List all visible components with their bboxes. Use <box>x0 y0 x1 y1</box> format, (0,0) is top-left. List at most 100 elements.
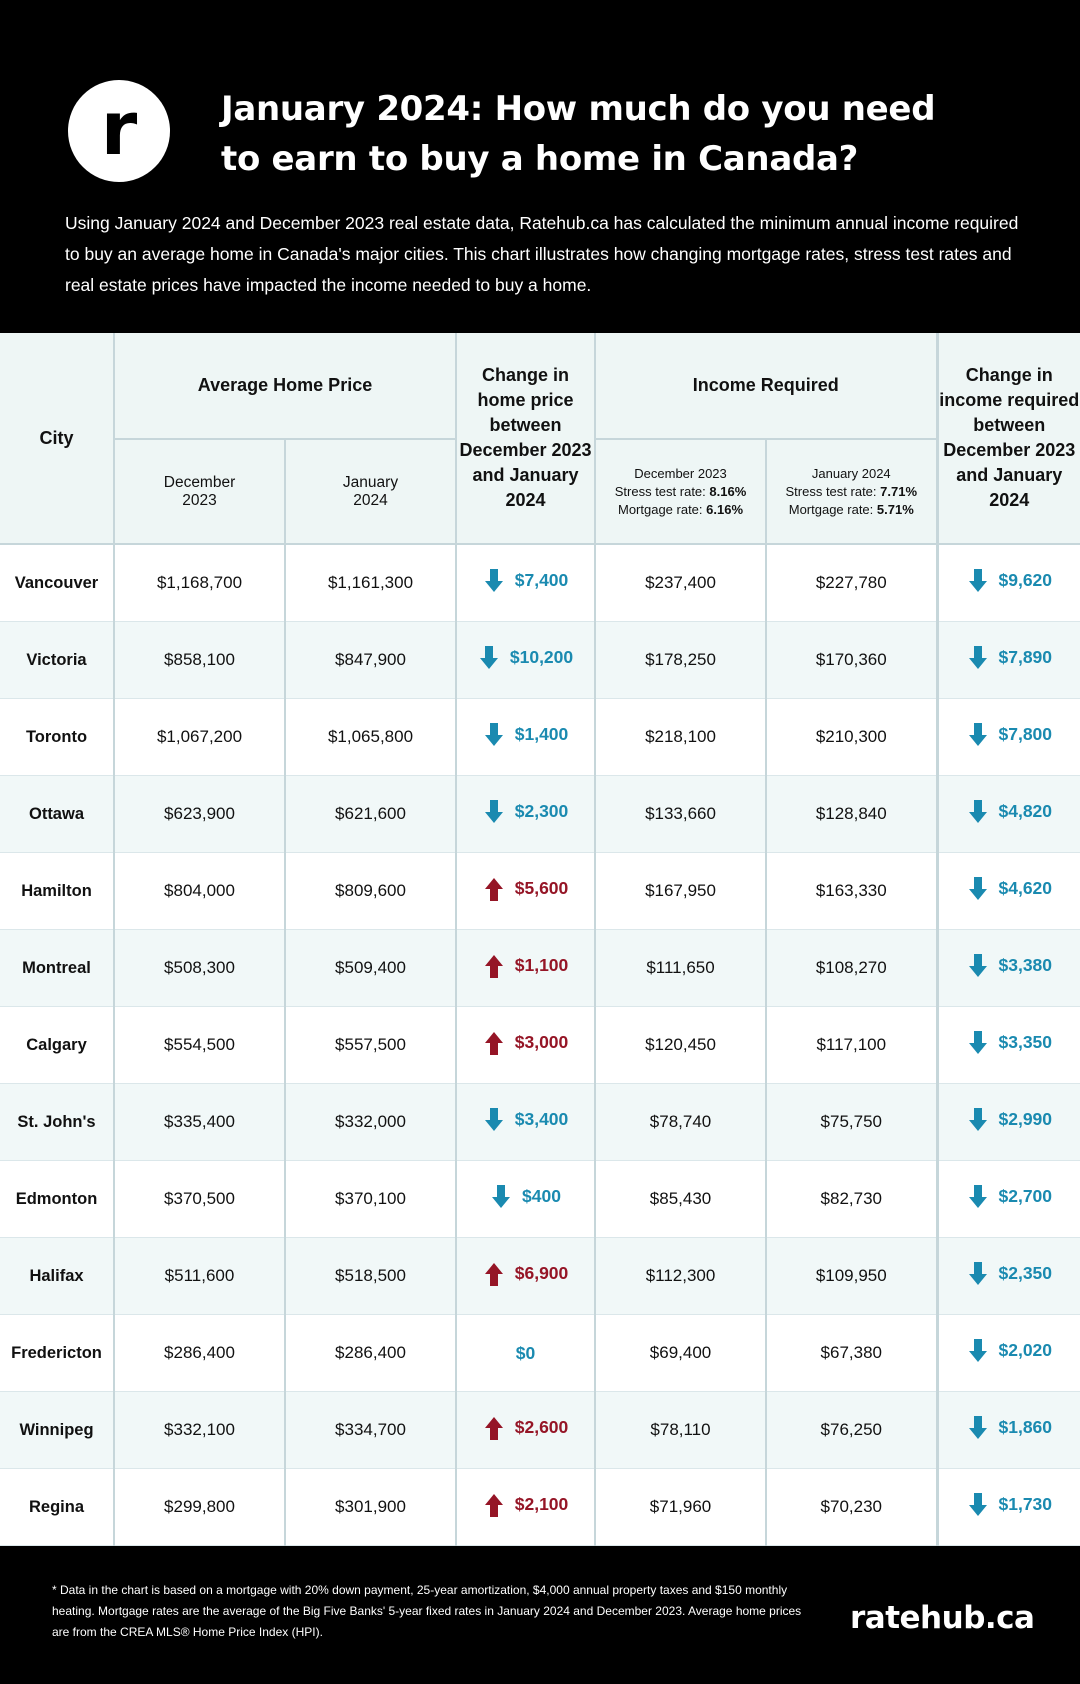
price-change-value: $0 <box>515 1342 536 1363</box>
stress-rate-label: Stress test rate: <box>785 483 877 499</box>
price-january-2024: $1,161,300 <box>283 544 458 622</box>
intro-text: Using January 2024 and December 2023 rea… <box>65 213 1019 295</box>
header-average-home-price: Average Home Price <box>112 333 458 440</box>
down-arrow-icon <box>484 568 503 592</box>
header: r January 2024: How much do you need to … <box>0 0 1080 333</box>
down-arrow-icon <box>492 1184 511 1208</box>
price-january-2024: $301,900 <box>283 1468 458 1546</box>
price-january-2024: $809,600 <box>283 852 458 930</box>
income-change: $4,820 <box>967 798 1053 826</box>
income-change-value: $7,890 <box>998 647 1053 667</box>
city-name: St. John's <box>0 1083 115 1161</box>
price-december-2023: $335,400 <box>113 1083 286 1161</box>
city-name: Fredericton <box>0 1314 115 1392</box>
table-row: Montreal $508,300 $509,400 $1,100 $111,650 $1… <box>0 929 1080 1007</box>
price-change-cell: $7,400 <box>455 544 597 622</box>
income-change-value: $3,350 <box>998 1032 1053 1052</box>
city-name: Regina <box>0 1468 115 1546</box>
table-row: Ottawa $623,900 $621,600 $2,300 $133,660 $128… <box>0 775 1080 853</box>
income-change-cell: $2,020 <box>935 1314 1080 1392</box>
price-change: $10,200 <box>478 644 573 672</box>
price-january-2024: $286,400 <box>283 1314 458 1392</box>
income-change-cell: $7,890 <box>935 621 1080 699</box>
city-name: Hamilton <box>0 852 115 930</box>
price-change-value: $3,400 <box>514 1109 569 1129</box>
income-january-2024: $75,750 <box>765 1083 939 1161</box>
income-change: $7,890 <box>967 644 1053 672</box>
table-row: Edmonton $370,500 $370,100 $400 $85,430 $82,7… <box>0 1160 1080 1238</box>
income-change-cell: $7,800 <box>935 698 1080 776</box>
price-december-2023: $858,100 <box>113 621 286 699</box>
table-row: Halifax $511,600 $518,500 $6,900 $112,300 $10… <box>0 1237 1080 1315</box>
price-december-2023: $370,500 <box>113 1160 286 1238</box>
income-change-cell: $1,730 <box>935 1468 1080 1546</box>
header-price-change: Change in home price between December 20… <box>455 333 597 545</box>
price-december-2023: $511,600 <box>113 1237 286 1315</box>
price-december-2023: $623,900 <box>113 775 286 853</box>
income-january-2024: $163,330 <box>765 852 939 930</box>
income-december-2023: $78,110 <box>594 1391 768 1469</box>
price-change-value: $2,600 <box>514 1417 569 1437</box>
income-january-2024: $170,360 <box>765 621 939 699</box>
table-body: Vancouver $1,168,700 $1,161,300 $7,400 $237,… <box>0 544 1080 1546</box>
income-january-2024: $76,250 <box>765 1391 939 1469</box>
price-december-2023: $508,300 <box>113 929 286 1007</box>
price-change: $3,400 <box>483 1106 569 1134</box>
ratehub-logo-icon: r <box>68 80 170 182</box>
down-arrow-icon <box>968 1261 987 1285</box>
city-name: Toronto <box>0 698 115 776</box>
income-change-value: $2,020 <box>998 1340 1053 1360</box>
up-arrow-icon <box>484 1031 503 1055</box>
price-change: $2,600 <box>483 1414 569 1442</box>
mortgage-rate-label: Mortgage rate: <box>788 501 874 517</box>
stress-rate-label: Stress test rate: <box>614 483 706 499</box>
price-january-2024: $1,065,800 <box>283 698 458 776</box>
income-change-value: $1,860 <box>998 1417 1053 1437</box>
price-change: $1,100 <box>483 952 568 980</box>
city-name: Montreal <box>0 929 115 1007</box>
price-change: $1,400 <box>483 721 568 749</box>
city-name: Edmonton <box>0 1160 115 1238</box>
income-change-cell: $1,860 <box>935 1391 1080 1469</box>
header-price-january-2024: January 2024 <box>283 439 458 545</box>
price-change-value: $10,200 <box>509 647 574 667</box>
price-change: $2,300 <box>483 798 569 826</box>
city-name: Vancouver <box>0 544 115 622</box>
income-change-value: $4,620 <box>998 878 1053 898</box>
income-change-cell: $3,380 <box>935 929 1080 1007</box>
up-arrow-icon <box>484 1493 503 1517</box>
down-arrow-icon <box>484 799 503 823</box>
down-arrow-icon <box>968 1492 987 1516</box>
price-change-value: $2,300 <box>514 801 569 821</box>
income-jan-label: January 2024 <box>811 465 891 481</box>
price-change-cell: $3,000 <box>455 1006 597 1084</box>
price-change: $6,900 <box>483 1260 568 1288</box>
income-change: $1,860 <box>967 1414 1053 1442</box>
price-change-cell: $2,300 <box>455 775 597 853</box>
price-change: $0 <box>516 1343 535 1364</box>
price-change-cell: $1,100 <box>455 929 597 1007</box>
table-row: Winnipeg $332,100 $334,700 $2,600 $78,110 $76… <box>0 1391 1080 1469</box>
price-december-2023: $299,800 <box>113 1468 286 1546</box>
income-change-value: $4,820 <box>998 801 1053 821</box>
down-arrow-icon <box>484 722 503 746</box>
price-december-2023: $804,000 <box>113 852 286 930</box>
up-arrow-icon <box>484 877 503 901</box>
income-january-2024: $128,840 <box>765 775 939 853</box>
table-row: Regina $299,800 $301,900 $2,100 $71,960 $70,2… <box>0 1468 1080 1546</box>
header-income-required: Income Required <box>594 333 939 440</box>
price-change-value: $7,400 <box>514 570 569 590</box>
price-change-cell: $6,900 <box>455 1237 597 1315</box>
price-january-2024: $509,400 <box>283 929 458 1007</box>
city-name: Winnipeg <box>0 1391 115 1469</box>
price-change-cell: $3,400 <box>455 1083 597 1161</box>
income-change: $2,990 <box>967 1106 1052 1134</box>
income-january-2024: $210,300 <box>765 698 939 776</box>
table-row: Fredericton $286,400 $286,400 $0 $69,400 $67,… <box>0 1314 1080 1392</box>
price-january-2024: $334,700 <box>283 1391 458 1469</box>
down-arrow-icon <box>968 799 987 823</box>
income-change-value: $2,350 <box>998 1263 1053 1283</box>
city-name: Calgary <box>0 1006 115 1084</box>
income-december-2023: $111,650 <box>594 929 768 1007</box>
price-change-cell: $10,200 <box>455 621 597 699</box>
